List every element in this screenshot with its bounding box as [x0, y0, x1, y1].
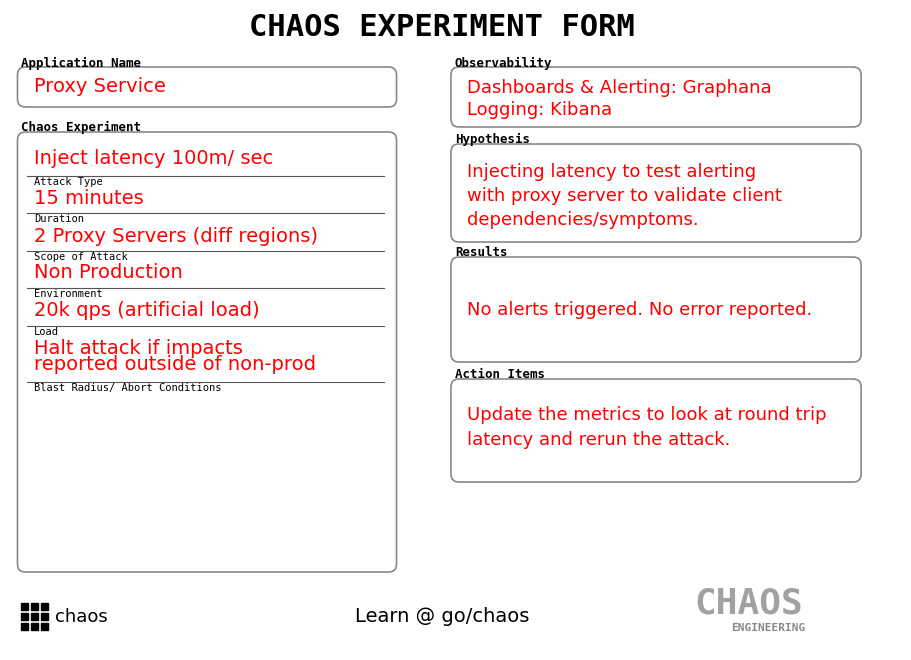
Text: Proxy Service: Proxy Service	[34, 77, 166, 96]
Text: Action Items: Action Items	[455, 368, 545, 381]
Text: Results: Results	[455, 246, 507, 259]
Text: 15 minutes: 15 minutes	[34, 189, 144, 207]
Bar	[31, 623, 38, 630]
Text: dependencies/symptoms.: dependencies/symptoms.	[466, 211, 698, 229]
Text: Environment: Environment	[34, 289, 103, 299]
FancyBboxPatch shape	[451, 67, 861, 127]
Text: chaos: chaos	[56, 607, 108, 626]
FancyBboxPatch shape	[17, 132, 396, 572]
Text: No alerts triggered. No error reported.: No alerts triggered. No error reported.	[466, 301, 812, 319]
Text: ENGINEERING: ENGINEERING	[731, 623, 805, 633]
Bar	[41, 613, 47, 620]
Text: 2 Proxy Servers (diff regions): 2 Proxy Servers (diff regions)	[34, 226, 318, 246]
Text: with proxy server to validate client: with proxy server to validate client	[466, 187, 782, 205]
Text: Hypothesis: Hypothesis	[455, 133, 530, 146]
Text: Injecting latency to test alerting: Injecting latency to test alerting	[466, 163, 755, 181]
Text: CHAOS EXPERIMENT FORM: CHAOS EXPERIMENT FORM	[250, 13, 635, 42]
Text: Scope of Attack: Scope of Attack	[34, 252, 128, 262]
Text: CHAOS: CHAOS	[694, 586, 803, 620]
Text: Non Production: Non Production	[34, 263, 183, 282]
FancyBboxPatch shape	[451, 144, 861, 242]
Text: Chaos Experiment: Chaos Experiment	[21, 121, 141, 133]
Text: Attack Type: Attack Type	[34, 177, 103, 187]
Text: Halt attack if impacts: Halt attack if impacts	[34, 339, 243, 358]
FancyBboxPatch shape	[451, 257, 861, 362]
Text: Observability: Observability	[455, 57, 552, 69]
Bar	[31, 613, 38, 620]
Bar	[31, 603, 38, 610]
FancyBboxPatch shape	[451, 379, 861, 482]
Text: Load: Load	[34, 327, 59, 337]
FancyBboxPatch shape	[17, 67, 396, 107]
Text: Application Name: Application Name	[21, 57, 141, 69]
Text: Learn @ go/chaos: Learn @ go/chaos	[355, 607, 529, 626]
Bar	[21, 623, 28, 630]
Text: Duration: Duration	[34, 214, 84, 224]
Text: latency and rerun the attack.: latency and rerun the attack.	[466, 431, 730, 449]
Text: Update the metrics to look at round trip: Update the metrics to look at round trip	[466, 406, 826, 424]
Text: reported outside of non-prod: reported outside of non-prod	[34, 356, 316, 374]
Text: Inject latency 100m/ sec: Inject latency 100m/ sec	[34, 148, 273, 168]
Text: Dashboards & Alerting: Graphana: Dashboards & Alerting: Graphana	[466, 79, 771, 97]
Bar	[21, 613, 28, 620]
Bar	[41, 623, 47, 630]
Text: Blast Radius/ Abort Conditions: Blast Radius/ Abort Conditions	[34, 383, 221, 393]
Text: Logging: Kibana: Logging: Kibana	[466, 101, 611, 119]
Bar	[41, 603, 47, 610]
Bar	[21, 603, 28, 610]
Text: 20k qps (artificial load): 20k qps (artificial load)	[34, 300, 260, 319]
